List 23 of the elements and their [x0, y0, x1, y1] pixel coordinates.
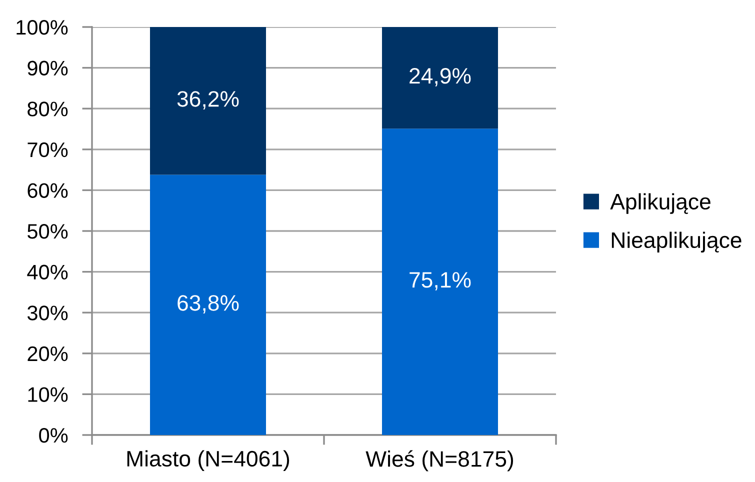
y-tick-label: 40%: [27, 264, 68, 280]
data-label: 75,1%: [410, 272, 471, 290]
y-tick-label: 80%: [28, 102, 68, 116]
data-label: 63,8%: [178, 295, 239, 314]
y-tick-label: 50%: [28, 224, 68, 239]
data-label: 36,2%: [177, 91, 239, 110]
y-tick-label: 100%: [16, 20, 68, 35]
y-tick-label: 60%: [28, 183, 68, 198]
bar: [150, 27, 266, 175]
y-tick-label: 30%: [27, 306, 68, 320]
y-tick-label: 0%: [39, 428, 68, 443]
data-label: 24,9%: [410, 68, 471, 86]
bar: [382, 128, 498, 435]
bar: [150, 174, 266, 435]
legend-label: Nieaplikujące: [612, 232, 742, 252]
x-tick-label: Wieś (N=8175): [366, 450, 514, 472]
y-tick-label: 70%: [28, 142, 68, 158]
y-tick-label: 90%: [28, 60, 68, 76]
y-tick-label: 20%: [28, 346, 68, 362]
y-tick-label: 10%: [28, 387, 68, 402]
x-tick-label: Miasto (N=4061): [127, 450, 290, 471]
legend-label: Aplikujące: [610, 193, 710, 214]
bar: [382, 27, 498, 129]
